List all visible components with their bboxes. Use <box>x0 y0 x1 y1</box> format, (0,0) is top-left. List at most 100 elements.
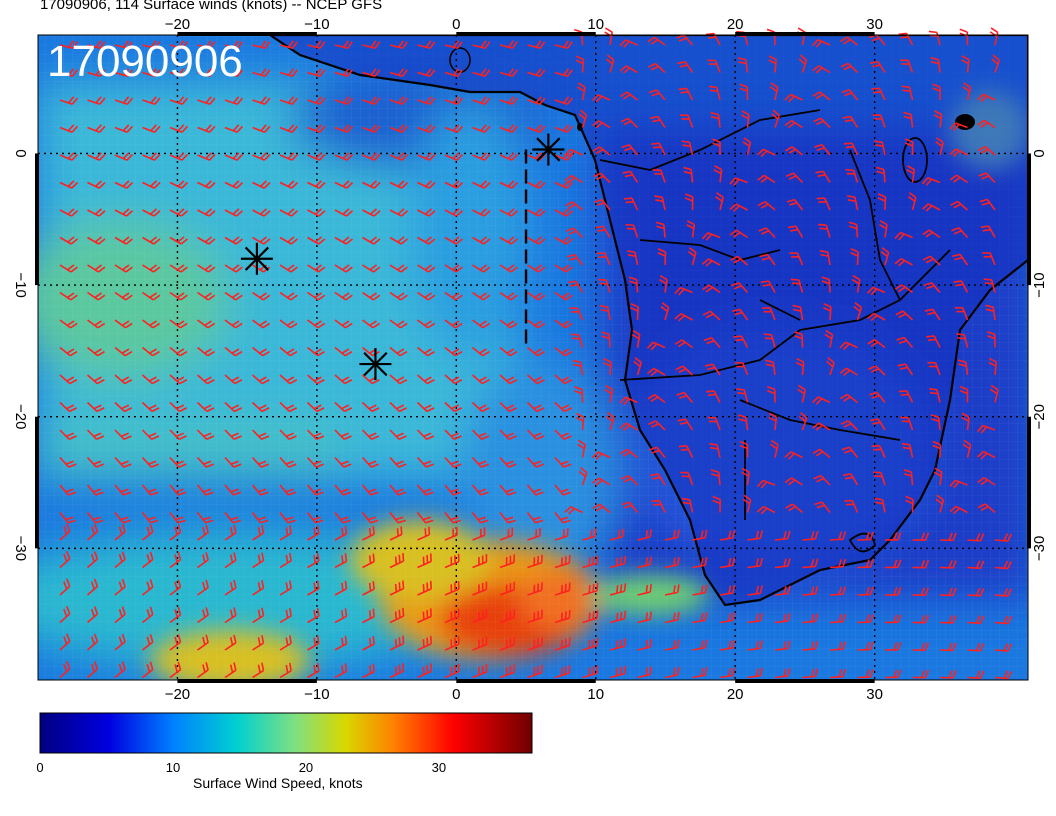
wind-barb <box>839 36 858 46</box>
wind-barb <box>472 96 491 105</box>
wind-barb <box>526 456 544 468</box>
wind-barb <box>637 529 653 541</box>
wind-barb <box>921 177 941 186</box>
wind-barb <box>389 152 409 161</box>
wind-barb <box>361 512 379 524</box>
wind-barb <box>279 96 299 105</box>
wind-barb <box>87 180 106 189</box>
wind-barb <box>472 527 486 541</box>
wind-barb <box>444 291 463 301</box>
wind-barb <box>59 236 78 245</box>
wind-barb <box>527 637 543 651</box>
wind-barb <box>252 68 271 78</box>
wind-barb <box>86 401 105 413</box>
wind-barb <box>59 152 79 161</box>
wind-barb <box>279 319 298 329</box>
wind-barb <box>979 198 996 211</box>
lat-tick-label: 0 <box>12 149 29 157</box>
wind-barb <box>307 124 326 133</box>
wind-barb <box>471 429 490 440</box>
wind-barb <box>768 412 778 431</box>
wind-barb <box>252 96 271 105</box>
wind-barb <box>86 429 105 440</box>
wind-barb <box>576 82 586 101</box>
wind-barb <box>224 68 243 78</box>
frame-bar <box>35 416 39 549</box>
wind-barb <box>197 68 216 78</box>
wind-barb <box>444 208 464 217</box>
wind-barb <box>595 225 611 238</box>
wind-barb <box>593 172 611 184</box>
wind-barb <box>471 374 490 385</box>
wind-barb <box>114 484 132 496</box>
wind-barb <box>986 331 996 348</box>
wind-barb <box>472 68 491 78</box>
wind-barb <box>141 456 159 468</box>
wind-barb <box>609 665 627 679</box>
wind-barb <box>554 236 573 245</box>
wind-barb <box>657 248 667 266</box>
wind-barb <box>709 442 721 458</box>
wind-barb <box>949 148 968 157</box>
wind-barb <box>903 111 914 128</box>
wind-barb <box>554 68 573 78</box>
wind-barb <box>362 636 375 651</box>
wind-barb <box>884 532 902 541</box>
wind-barb <box>633 357 643 376</box>
wind-barb <box>224 124 244 133</box>
wind-barb <box>884 559 902 569</box>
storm-marker <box>240 242 273 275</box>
wind-barb <box>686 220 696 238</box>
wind-barb <box>444 40 463 50</box>
wind-barb <box>306 346 325 357</box>
wind-barb <box>930 414 941 431</box>
wind-barb <box>279 68 298 78</box>
wind-barb <box>650 473 666 486</box>
wind-barb <box>912 587 930 596</box>
wind-barb <box>87 124 106 133</box>
wind-barb <box>334 68 353 78</box>
wind-barb <box>631 329 641 348</box>
wind-barb <box>444 180 464 189</box>
wind-barb <box>251 456 269 468</box>
lon-tick-label: 0 <box>452 16 460 33</box>
wind-barbs <box>59 27 1013 680</box>
wind-barb <box>114 578 126 596</box>
wind-barb <box>142 551 154 569</box>
wind-barb <box>554 582 571 596</box>
wind-barb <box>362 180 381 189</box>
wind-barb <box>499 208 519 217</box>
wind-barb <box>811 38 831 48</box>
wind-barb <box>444 581 460 596</box>
wind-barb <box>884 587 902 596</box>
wind-barb <box>444 236 463 245</box>
wind-barb <box>609 528 625 541</box>
wind-barb <box>554 374 573 385</box>
wind-barb <box>874 140 886 156</box>
wind-barb <box>472 180 491 189</box>
wind-barb <box>499 346 518 357</box>
wind-barb <box>527 582 543 596</box>
wind-barb <box>362 236 381 245</box>
wind-barb <box>86 551 99 569</box>
wind-barb <box>169 579 182 596</box>
wind-barb <box>361 401 380 413</box>
frame-bar <box>177 32 317 36</box>
wind-barb <box>932 83 941 100</box>
wind-barb <box>417 319 436 329</box>
lat-tick-label: −20 <box>1031 404 1048 429</box>
wind-barb <box>224 319 243 329</box>
wind-barb <box>637 556 653 569</box>
wind-barb <box>737 414 749 431</box>
wind-barb <box>197 180 216 189</box>
wind-barb <box>444 264 463 273</box>
wind-barb <box>771 109 780 128</box>
wind-barb <box>114 661 126 679</box>
wind-barb <box>334 40 353 50</box>
wind-barb <box>279 264 298 273</box>
wind-barb <box>676 391 694 404</box>
wind-barb <box>224 662 237 679</box>
wind-barb <box>141 401 160 413</box>
wind-barb <box>554 401 573 413</box>
wind-barb <box>747 585 763 596</box>
